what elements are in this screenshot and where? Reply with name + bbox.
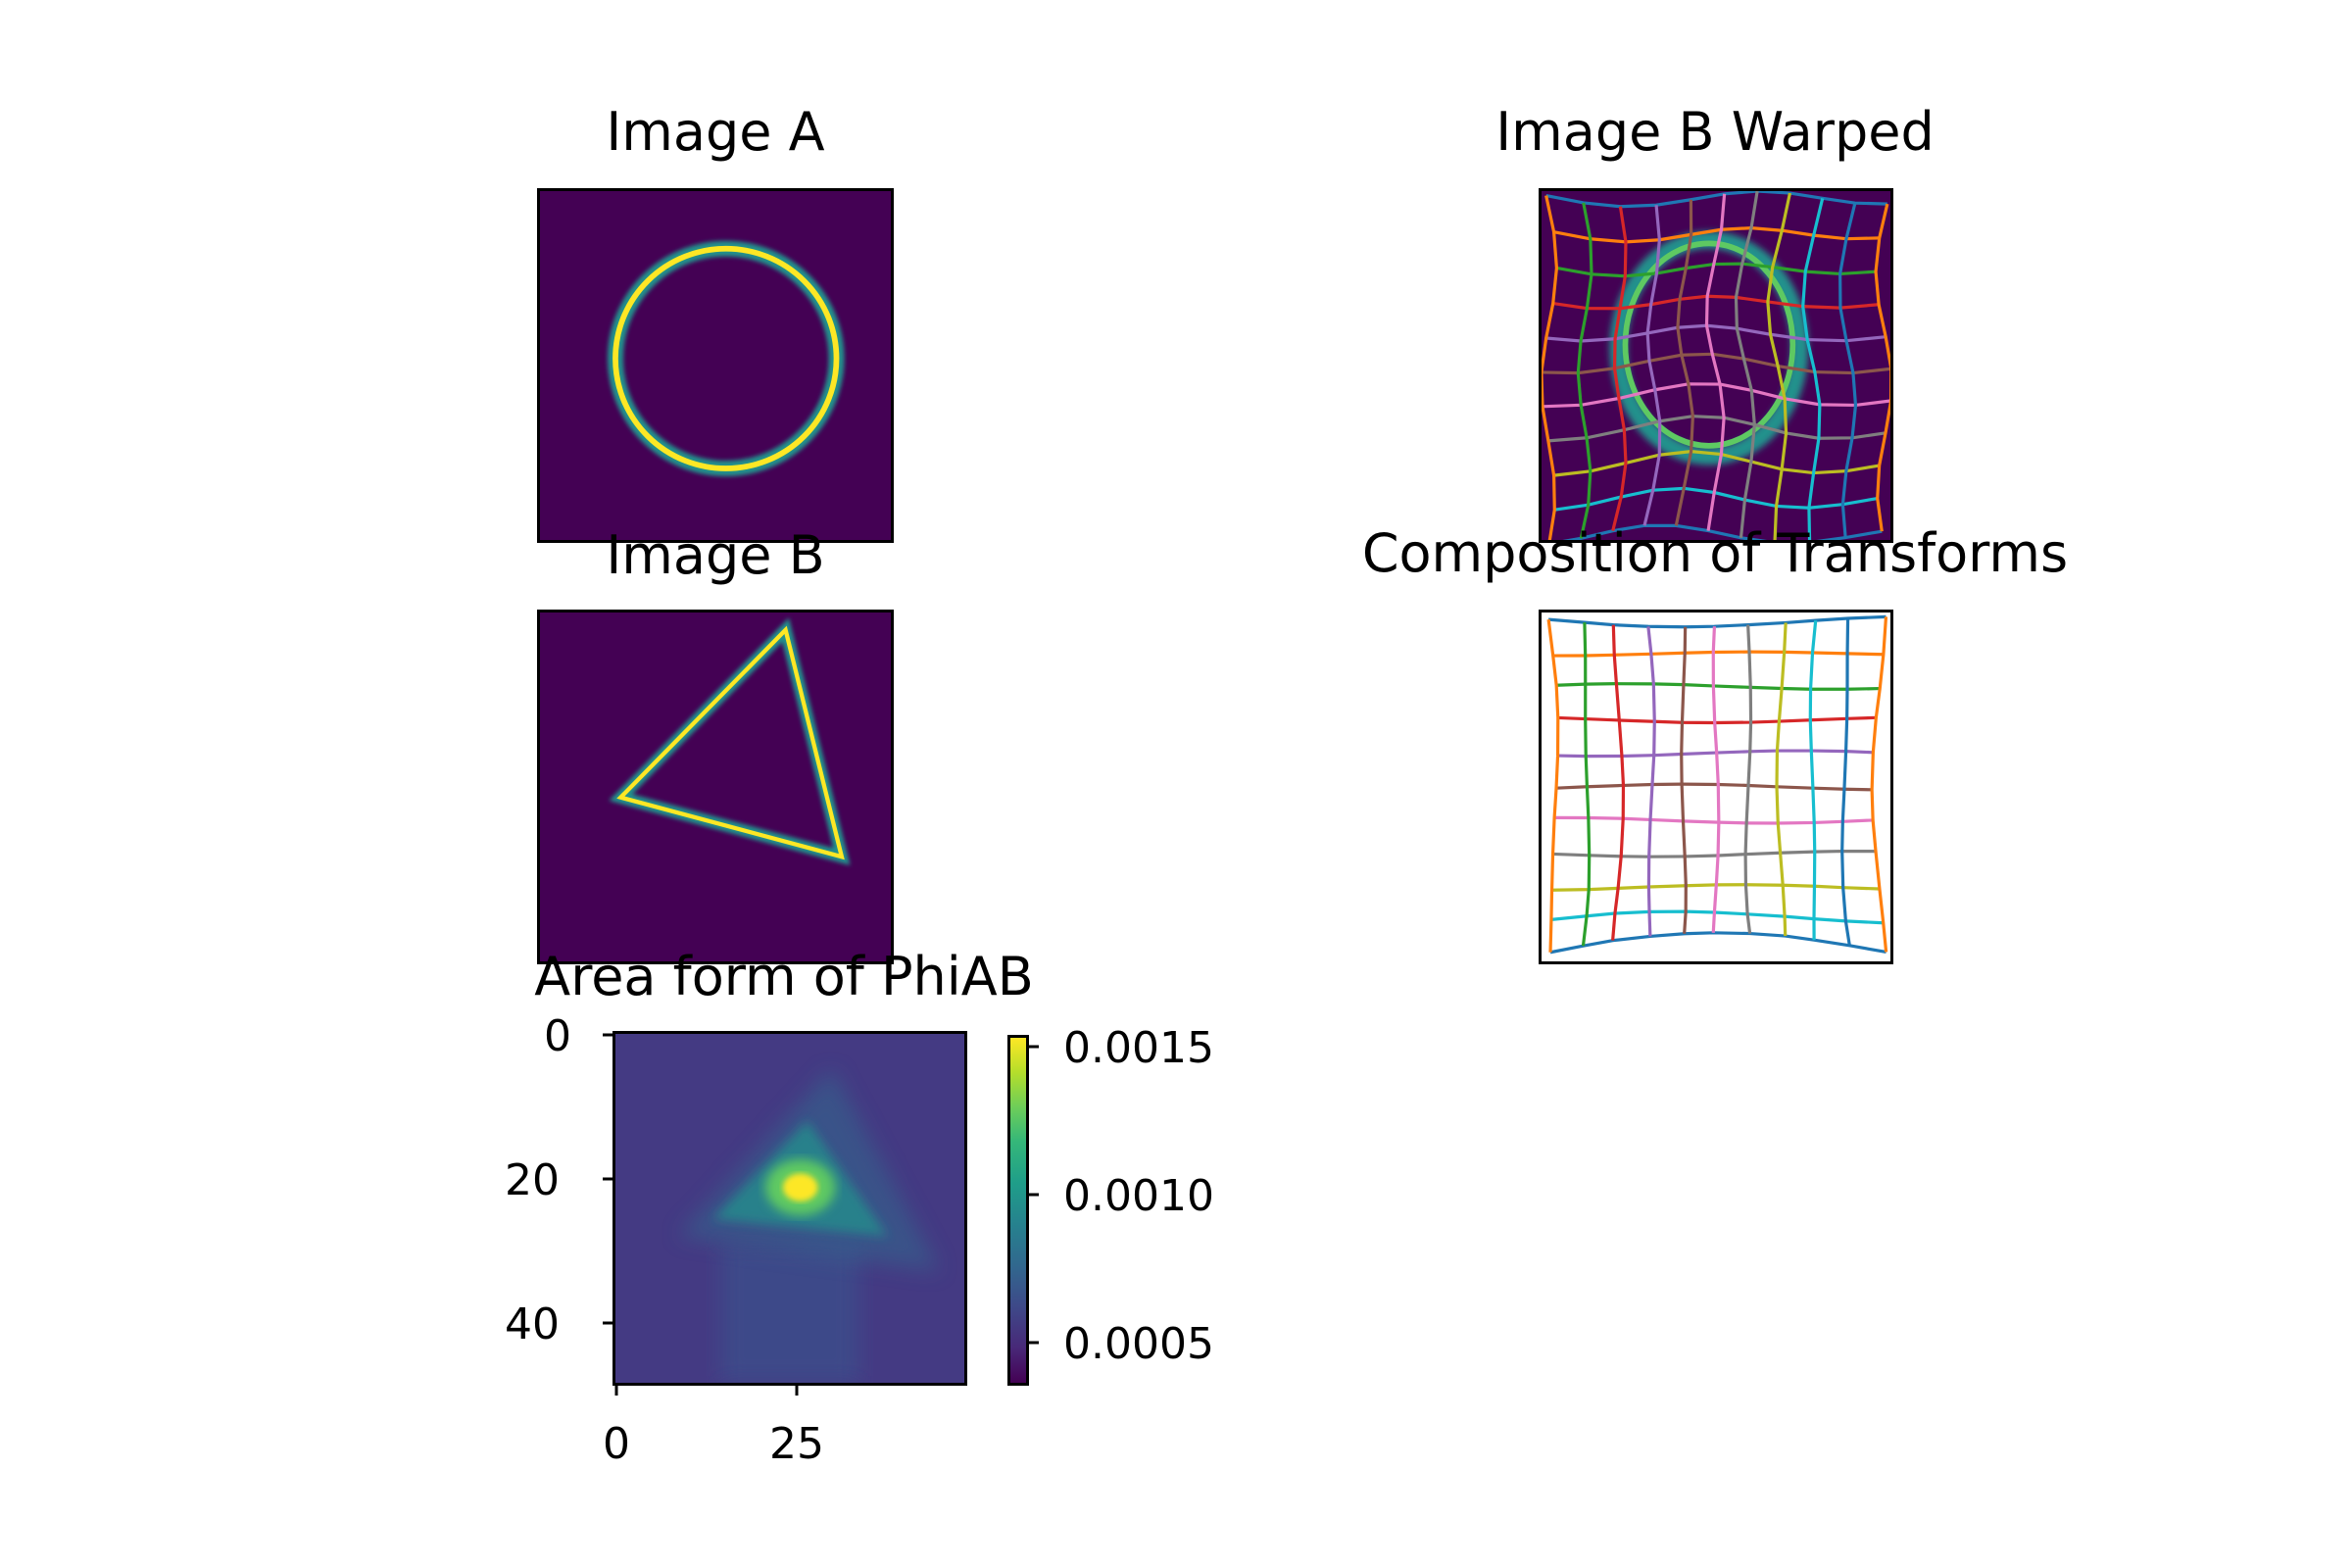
colorbar-tick-0.0010: 0.0010 — [1063, 1171, 1214, 1221]
comp-grid-row-line-3 — [1557, 715, 1877, 725]
image-b-warped-plot — [1542, 191, 1890, 540]
warped-grid-row-line-0 — [1545, 191, 1887, 209]
composition-deformation-grid — [1546, 614, 1888, 955]
warped-grid-row-line-2 — [1556, 262, 1877, 278]
title-image-a: Image A — [606, 101, 825, 163]
composition-plot — [1546, 614, 1888, 955]
comp-grid-row-line-0 — [1547, 614, 1886, 629]
comp-grid-row-line-5 — [1555, 782, 1873, 792]
area-form-peak — [782, 1173, 818, 1201]
warped-grid-row-line-7 — [1547, 415, 1886, 443]
warped-grid-column-line-6 — [1734, 191, 1759, 538]
panel-image-b-warped — [1539, 188, 1893, 543]
area-form-xtick-25: 25 — [769, 1419, 824, 1469]
comp-grid-column-line-2 — [1611, 624, 1626, 941]
image-b-triangle-glow — [609, 617, 851, 865]
warped-grid-column-line-7 — [1766, 192, 1792, 540]
comp-grid-column-line-6 — [1743, 624, 1753, 934]
comp-grid-column-line-5 — [1711, 626, 1721, 933]
warped-grid-column-line-4 — [1674, 199, 1695, 526]
area-form-ytick-0: 0 — [544, 1011, 571, 1061]
comp-grid-column-line-0 — [1546, 618, 1560, 953]
comp-grid-column-line-7 — [1775, 622, 1788, 937]
panel-composition — [1539, 610, 1893, 964]
warped-grid-column-line-5 — [1704, 193, 1727, 531]
colorbar-tick-0.0005: 0.0005 — [1063, 1319, 1214, 1369]
title-image-b-warped: Image B Warped — [1495, 101, 1935, 163]
title-composition: Composition of Transforms — [1361, 522, 2069, 584]
warped-grid-row-line-6 — [1542, 382, 1890, 409]
colorbar — [1007, 1035, 1029, 1386]
warped-grid-row-line-4 — [1545, 323, 1886, 343]
warped-grid-row-line-3 — [1552, 294, 1880, 311]
comp-grid-column-line-8 — [1808, 619, 1818, 941]
panel-image-b — [537, 610, 894, 964]
image-b-plot — [609, 617, 851, 865]
comp-grid-column-line-9 — [1840, 617, 1851, 947]
warped-ring-glow — [1609, 230, 1809, 466]
comp-grid-column-line-1 — [1581, 622, 1592, 947]
title-area-form: Area form of PhiAB — [534, 946, 1034, 1007]
warped-ring — [1622, 240, 1796, 449]
comp-grid-row-line-7 — [1552, 849, 1877, 858]
area-form-xtick-0: 0 — [603, 1419, 630, 1469]
title-image-b: Image B — [606, 524, 825, 586]
warped-grid-column-line-2 — [1611, 206, 1628, 532]
comp-grid-column-line-4 — [1680, 626, 1688, 934]
colorbar-tick-0.0015: 0.0015 — [1063, 1023, 1214, 1073]
image-a-ring — [612, 245, 840, 471]
comp-grid-column-line-10 — [1870, 616, 1888, 953]
panel-area-form — [612, 1031, 967, 1386]
warped-grid-column-line-9 — [1838, 202, 1858, 538]
comp-grid-row-line-9 — [1550, 909, 1884, 925]
image-b-triangle — [616, 625, 845, 860]
warped-grid-column-line-10 — [1874, 203, 1890, 532]
area-form-ytick-40: 40 — [505, 1299, 560, 1349]
warped-deformation-grid — [1542, 191, 1890, 540]
warped-grid-column-line-0 — [1542, 195, 1559, 540]
comp-grid-row-line-10 — [1549, 931, 1886, 955]
comp-grid-row-line-1 — [1552, 650, 1884, 658]
warped-grid-row-line-10 — [1562, 523, 1883, 540]
warped-grid-column-line-1 — [1576, 202, 1593, 539]
comp-grid-row-line-2 — [1556, 682, 1881, 691]
area-form-heatmap — [615, 1034, 964, 1383]
warped-grid-column-line-3 — [1642, 205, 1662, 526]
comp-grid-row-line-6 — [1554, 815, 1874, 825]
area-form-ytick-20: 20 — [505, 1155, 560, 1205]
warped-grid-row-line-9 — [1554, 486, 1878, 512]
comp-grid-column-line-3 — [1646, 626, 1656, 937]
warped-grid-column-line-8 — [1801, 197, 1825, 540]
panel-image-a — [537, 188, 894, 543]
image-a-plot — [607, 240, 845, 477]
